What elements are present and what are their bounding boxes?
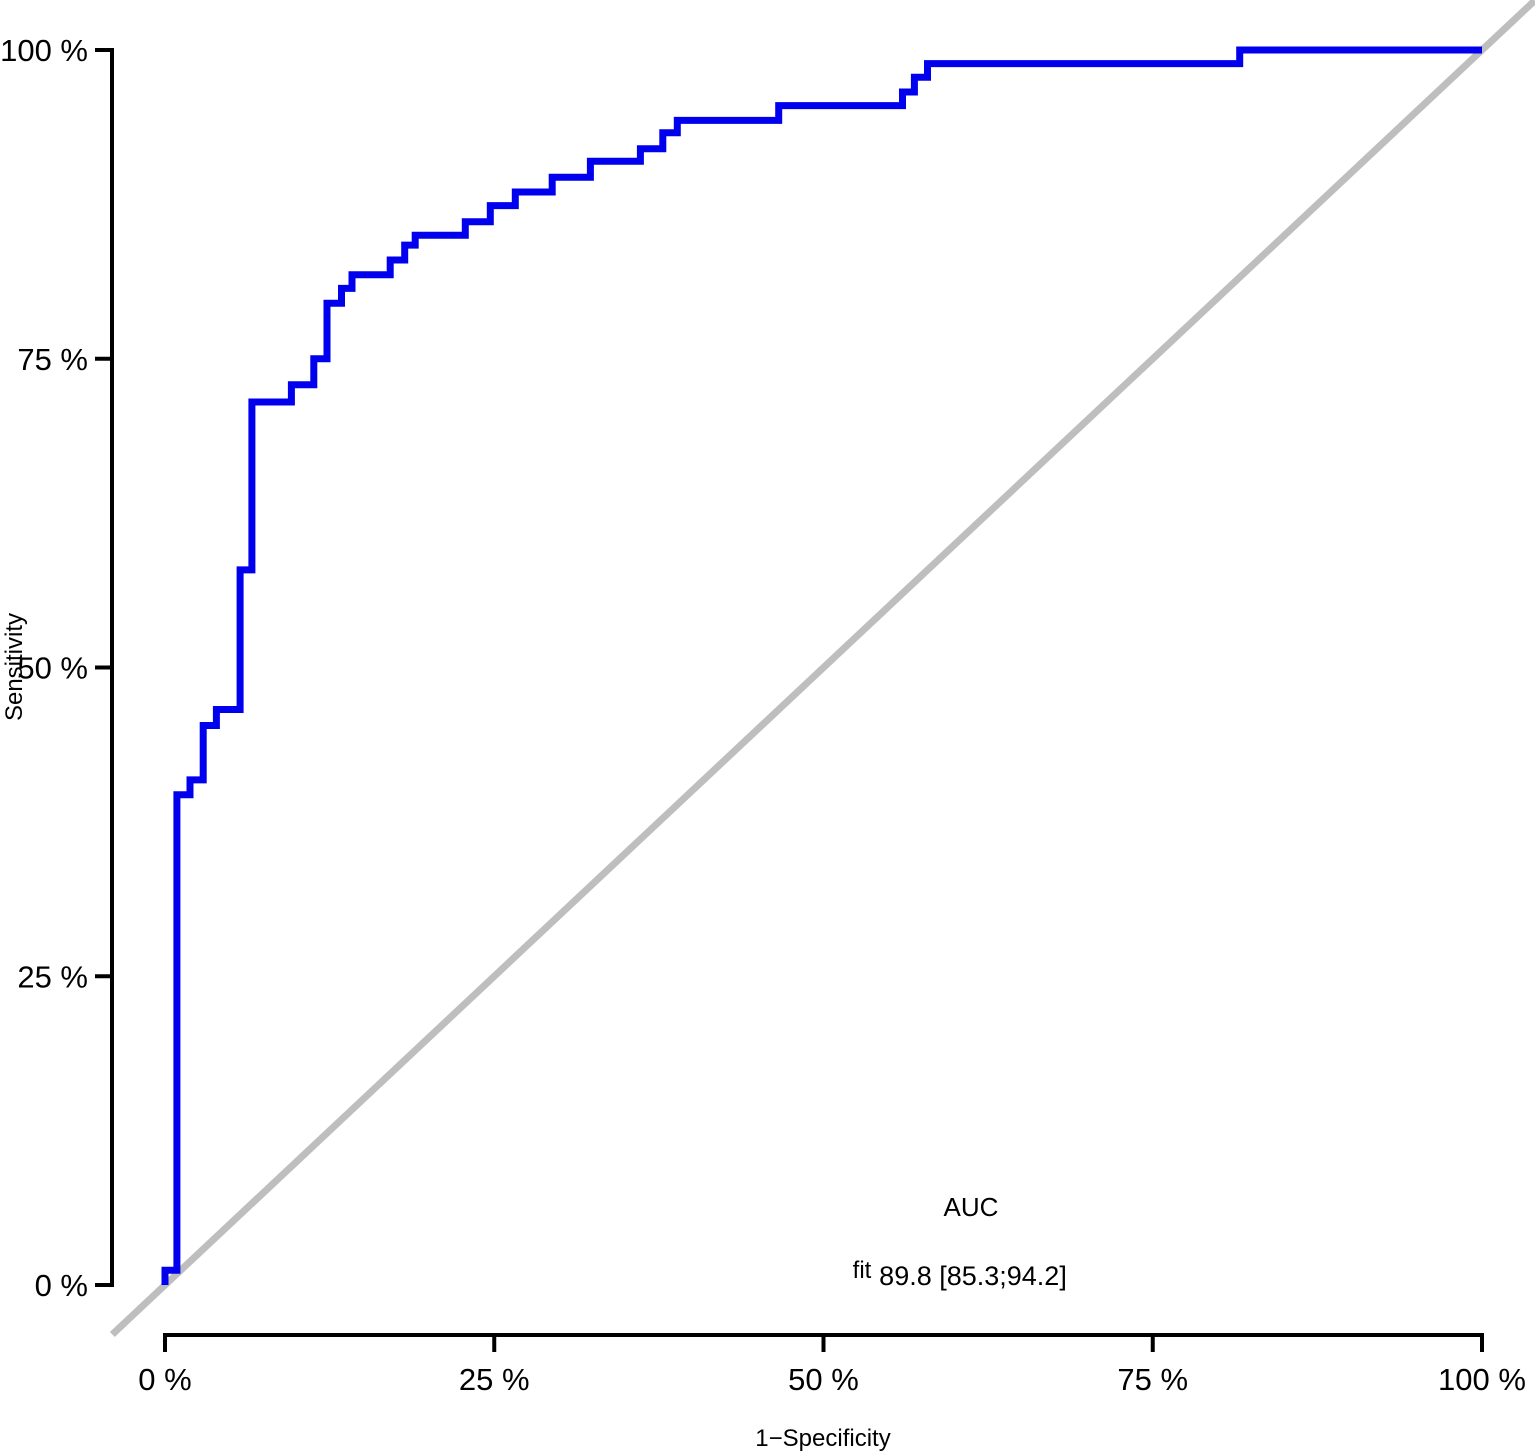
x-axis-ticks: 0 % 25 % 50 % 75 % 100 % <box>138 1335 1526 1397</box>
auc-legend: AUC fit 89.8 [85.3;94.2] <box>853 1192 1067 1291</box>
y-tick-label: 25 % <box>17 959 88 994</box>
x-tick-label: 75 % <box>1117 1362 1188 1397</box>
y-axis: 0 % 25 % 50 % 75 % 100 % <box>0 33 114 1303</box>
y-tick-label: 50 % <box>17 651 88 686</box>
y-axis-title: Sensitivity <box>1 613 28 721</box>
y-tick-label: 100 % <box>0 33 88 68</box>
y-axis-ticks: 0 % 25 % 50 % 75 % 100 % <box>0 33 112 1303</box>
x-axis-title: 1−Specificity <box>755 1425 890 1452</box>
auc-legend-series-label: fit <box>853 1257 872 1284</box>
y-tick-label: 75 % <box>17 342 88 377</box>
x-tick-label: 100 % <box>1438 1362 1526 1397</box>
y-tick-label: 0 % <box>35 1268 88 1303</box>
chance-diagonal-line <box>109 0 1535 1337</box>
x-tick-label: 50 % <box>788 1362 859 1397</box>
auc-legend-value: 89.8 [85.3;94.2] <box>879 1261 1067 1291</box>
x-tick-label: 0 % <box>138 1362 191 1397</box>
x-tick-label: 25 % <box>459 1362 530 1397</box>
roc-curve-line <box>161 46 1482 1285</box>
x-axis: 0 % 25 % 50 % 75 % 100 % <box>138 1333 1526 1397</box>
auc-legend-title: AUC <box>944 1192 999 1222</box>
